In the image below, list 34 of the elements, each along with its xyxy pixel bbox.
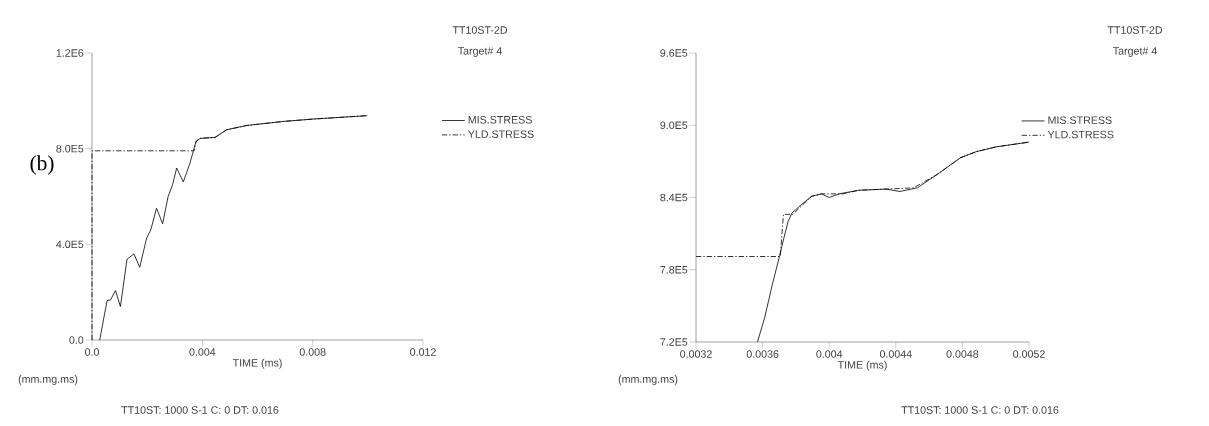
text: Target# 4: [458, 47, 502, 57]
y-tick-label: 0.0: [69, 336, 84, 344]
x-tick-label: 0.0044: [879, 350, 912, 358]
x-tick-label: 0.0: [85, 348, 100, 356]
text: (mm.mg.ms): [18, 375, 78, 385]
x-tick-label: 0.004: [189, 348, 216, 356]
legend-label: YLD.STRESS: [468, 130, 534, 138]
y-tick-label: 7.8E5: [660, 265, 688, 274]
x-tick-label: 0.004: [816, 350, 843, 358]
x-axis-title: TIME (ms): [232, 358, 282, 369]
x-tick-label: 0.012: [410, 348, 436, 356]
text: TT10ST: 1000 S-1 C: 0 DT: 0.016: [901, 406, 1059, 414]
y-tick-label: 9.6E5: [660, 49, 688, 57]
text: TT10ST: 1000 S-1 C: 0 DT: 0.016: [121, 406, 279, 414]
y-tick-label: 8.0E5: [56, 144, 84, 153]
y-tick-label: 1.2E6: [56, 49, 84, 57]
text: (mm.mg.ms): [618, 375, 678, 385]
text: TT10ST-2D: [1107, 26, 1163, 34]
text: (b): [30, 155, 54, 175]
x-tick-label: 0.0048: [946, 350, 979, 358]
legend-label: MIS.STRESS: [468, 116, 532, 124]
y-tick-label: 8.4E5: [660, 193, 688, 202]
legend-label: YLD.STRESS: [1047, 130, 1114, 139]
x-tick-label: 0.0036: [746, 350, 779, 358]
x-tick-label: 0.0032: [680, 350, 712, 358]
x-tick-label: 0.008: [299, 348, 326, 356]
x-tick-label: 0.0052: [1013, 350, 1045, 358]
text: TT10ST-2D: [452, 26, 508, 34]
y-tick-label: 9.0E5: [660, 121, 688, 130]
text: Target# 4: [1113, 47, 1157, 57]
y-tick-label: 7.2E5: [660, 338, 688, 346]
x-axis-title: TIME (ms): [837, 360, 887, 371]
legend-label: MIS.STRESS: [1048, 116, 1112, 124]
y-tick-label: 4.0E5: [56, 240, 84, 249]
